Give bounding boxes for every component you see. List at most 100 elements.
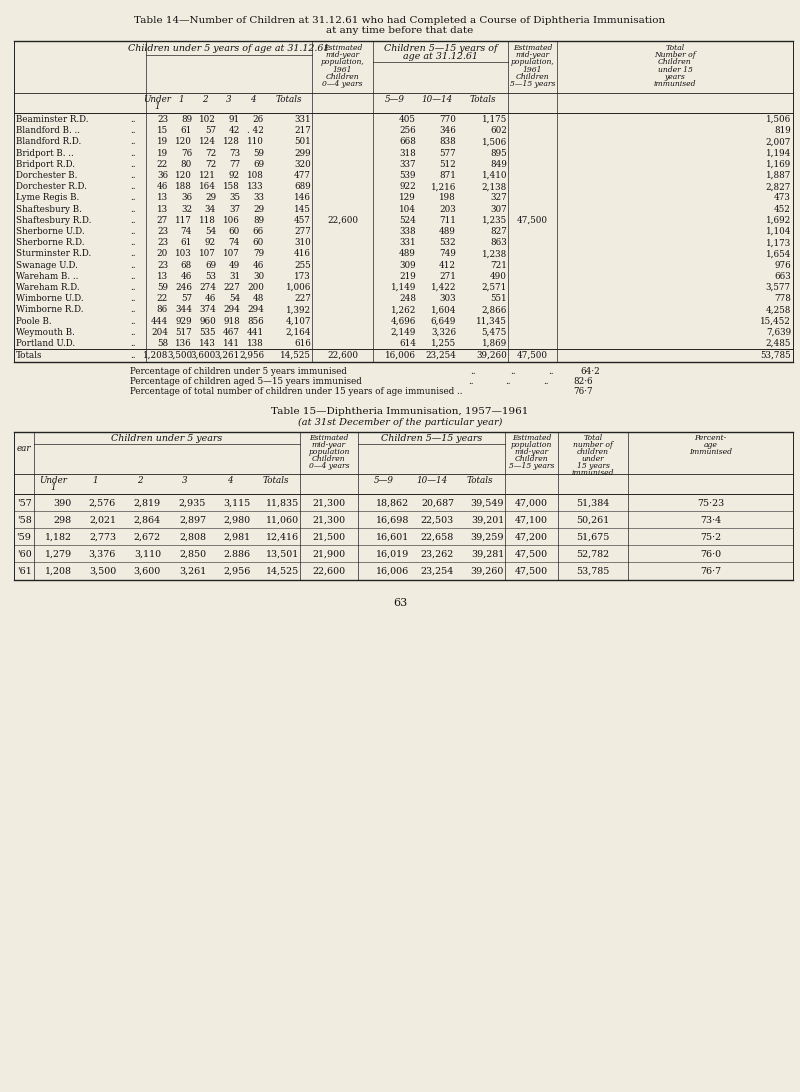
Text: 337: 337 bbox=[399, 159, 416, 169]
Text: 307: 307 bbox=[490, 204, 507, 214]
Text: 2,827: 2,827 bbox=[766, 182, 791, 191]
Text: 68: 68 bbox=[181, 261, 192, 270]
Text: 14,525: 14,525 bbox=[280, 351, 311, 359]
Text: 2.886: 2.886 bbox=[224, 549, 251, 559]
Text: 577: 577 bbox=[439, 149, 456, 157]
Text: mid-year: mid-year bbox=[326, 51, 359, 59]
Text: 1,422: 1,422 bbox=[430, 283, 456, 292]
Text: 22,600: 22,600 bbox=[327, 351, 358, 359]
Text: 457: 457 bbox=[294, 216, 311, 225]
Text: 57: 57 bbox=[181, 294, 192, 304]
Text: Bridport B. ..: Bridport B. .. bbox=[16, 149, 74, 157]
Text: 13: 13 bbox=[157, 204, 168, 214]
Text: 23: 23 bbox=[157, 115, 168, 124]
Text: 145: 145 bbox=[294, 204, 311, 214]
Text: 13: 13 bbox=[157, 272, 168, 281]
Text: Wareham B. ..: Wareham B. .. bbox=[16, 272, 78, 281]
Text: Blandford B. ..: Blandford B. .. bbox=[16, 127, 80, 135]
Text: 129: 129 bbox=[399, 193, 416, 202]
Text: Shaftesbury B.: Shaftesbury B. bbox=[16, 204, 82, 214]
Text: 309: 309 bbox=[399, 261, 416, 270]
Text: 106: 106 bbox=[223, 216, 240, 225]
Text: 294: 294 bbox=[247, 306, 264, 314]
Text: Estimated: Estimated bbox=[310, 434, 349, 441]
Text: Totals: Totals bbox=[275, 95, 302, 104]
Text: 344: 344 bbox=[175, 306, 192, 314]
Text: 47,100: 47,100 bbox=[515, 515, 548, 524]
Text: 22: 22 bbox=[157, 294, 168, 304]
Text: ..: .. bbox=[130, 272, 135, 281]
Text: 74: 74 bbox=[229, 238, 240, 247]
Text: 303: 303 bbox=[439, 294, 456, 304]
Text: 75·23: 75·23 bbox=[697, 499, 724, 508]
Text: ..: .. bbox=[548, 367, 554, 376]
Text: 76: 76 bbox=[181, 149, 192, 157]
Text: 21,500: 21,500 bbox=[313, 533, 346, 542]
Text: 66: 66 bbox=[253, 227, 264, 236]
Text: 39,549: 39,549 bbox=[470, 499, 504, 508]
Text: mid-year: mid-year bbox=[515, 51, 550, 59]
Text: 2,980: 2,980 bbox=[224, 515, 251, 524]
Text: 1,173: 1,173 bbox=[766, 238, 791, 247]
Text: ..: .. bbox=[130, 193, 135, 202]
Text: 1,194: 1,194 bbox=[766, 149, 791, 157]
Text: 3,376: 3,376 bbox=[89, 549, 116, 559]
Text: 663: 663 bbox=[774, 272, 791, 281]
Text: immunised: immunised bbox=[654, 80, 696, 88]
Text: Wimborne R.D.: Wimborne R.D. bbox=[16, 306, 83, 314]
Text: ..: .. bbox=[130, 159, 135, 169]
Text: 819: 819 bbox=[774, 127, 791, 135]
Text: 204: 204 bbox=[151, 328, 168, 336]
Text: 277: 277 bbox=[294, 227, 311, 236]
Text: 164: 164 bbox=[199, 182, 216, 191]
Text: 30: 30 bbox=[253, 272, 264, 281]
Text: 32: 32 bbox=[181, 204, 192, 214]
Text: population,: population, bbox=[510, 58, 554, 67]
Text: ..: .. bbox=[130, 227, 135, 236]
Text: 1,208: 1,208 bbox=[142, 351, 168, 359]
Text: 217: 217 bbox=[294, 127, 311, 135]
Text: 12,416: 12,416 bbox=[266, 533, 299, 542]
Text: 10—14: 10—14 bbox=[422, 95, 453, 104]
Text: 721: 721 bbox=[490, 261, 507, 270]
Text: 82·6: 82·6 bbox=[573, 377, 593, 385]
Text: 467: 467 bbox=[223, 328, 240, 336]
Text: 108: 108 bbox=[247, 171, 264, 180]
Text: 1,104: 1,104 bbox=[766, 227, 791, 236]
Text: 16,006: 16,006 bbox=[385, 351, 416, 359]
Text: 92: 92 bbox=[205, 238, 216, 247]
Text: immunised: immunised bbox=[572, 468, 614, 477]
Text: 2,576: 2,576 bbox=[89, 499, 116, 508]
Text: 327: 327 bbox=[490, 193, 507, 202]
Text: 1961: 1961 bbox=[333, 66, 352, 73]
Text: 35: 35 bbox=[229, 193, 240, 202]
Text: population,: population, bbox=[321, 58, 364, 67]
Text: 120: 120 bbox=[175, 171, 192, 180]
Text: 1,410: 1,410 bbox=[482, 171, 507, 180]
Text: Dorchester B.: Dorchester B. bbox=[16, 171, 78, 180]
Text: 117: 117 bbox=[175, 216, 192, 225]
Text: 51,675: 51,675 bbox=[576, 533, 610, 542]
Text: 535: 535 bbox=[199, 328, 216, 336]
Text: 69: 69 bbox=[253, 159, 264, 169]
Text: 1,006: 1,006 bbox=[286, 283, 311, 292]
Text: ..: .. bbox=[130, 294, 135, 304]
Text: 75·2: 75·2 bbox=[700, 533, 721, 542]
Text: 256: 256 bbox=[399, 127, 416, 135]
Text: 863: 863 bbox=[490, 238, 507, 247]
Text: 2,672: 2,672 bbox=[134, 533, 161, 542]
Text: Estimated: Estimated bbox=[323, 44, 362, 52]
Text: 104: 104 bbox=[399, 204, 416, 214]
Text: 490: 490 bbox=[490, 272, 507, 281]
Text: 118: 118 bbox=[199, 216, 216, 225]
Text: 778: 778 bbox=[774, 294, 791, 304]
Text: 4,696: 4,696 bbox=[390, 317, 416, 325]
Text: ..: .. bbox=[130, 216, 135, 225]
Text: ..: .. bbox=[130, 127, 135, 135]
Text: Children: Children bbox=[326, 73, 359, 81]
Text: 133: 133 bbox=[247, 182, 264, 191]
Text: 121: 121 bbox=[199, 171, 216, 180]
Text: 42: 42 bbox=[229, 127, 240, 135]
Text: 72: 72 bbox=[205, 159, 216, 169]
Text: Children: Children bbox=[312, 454, 346, 463]
